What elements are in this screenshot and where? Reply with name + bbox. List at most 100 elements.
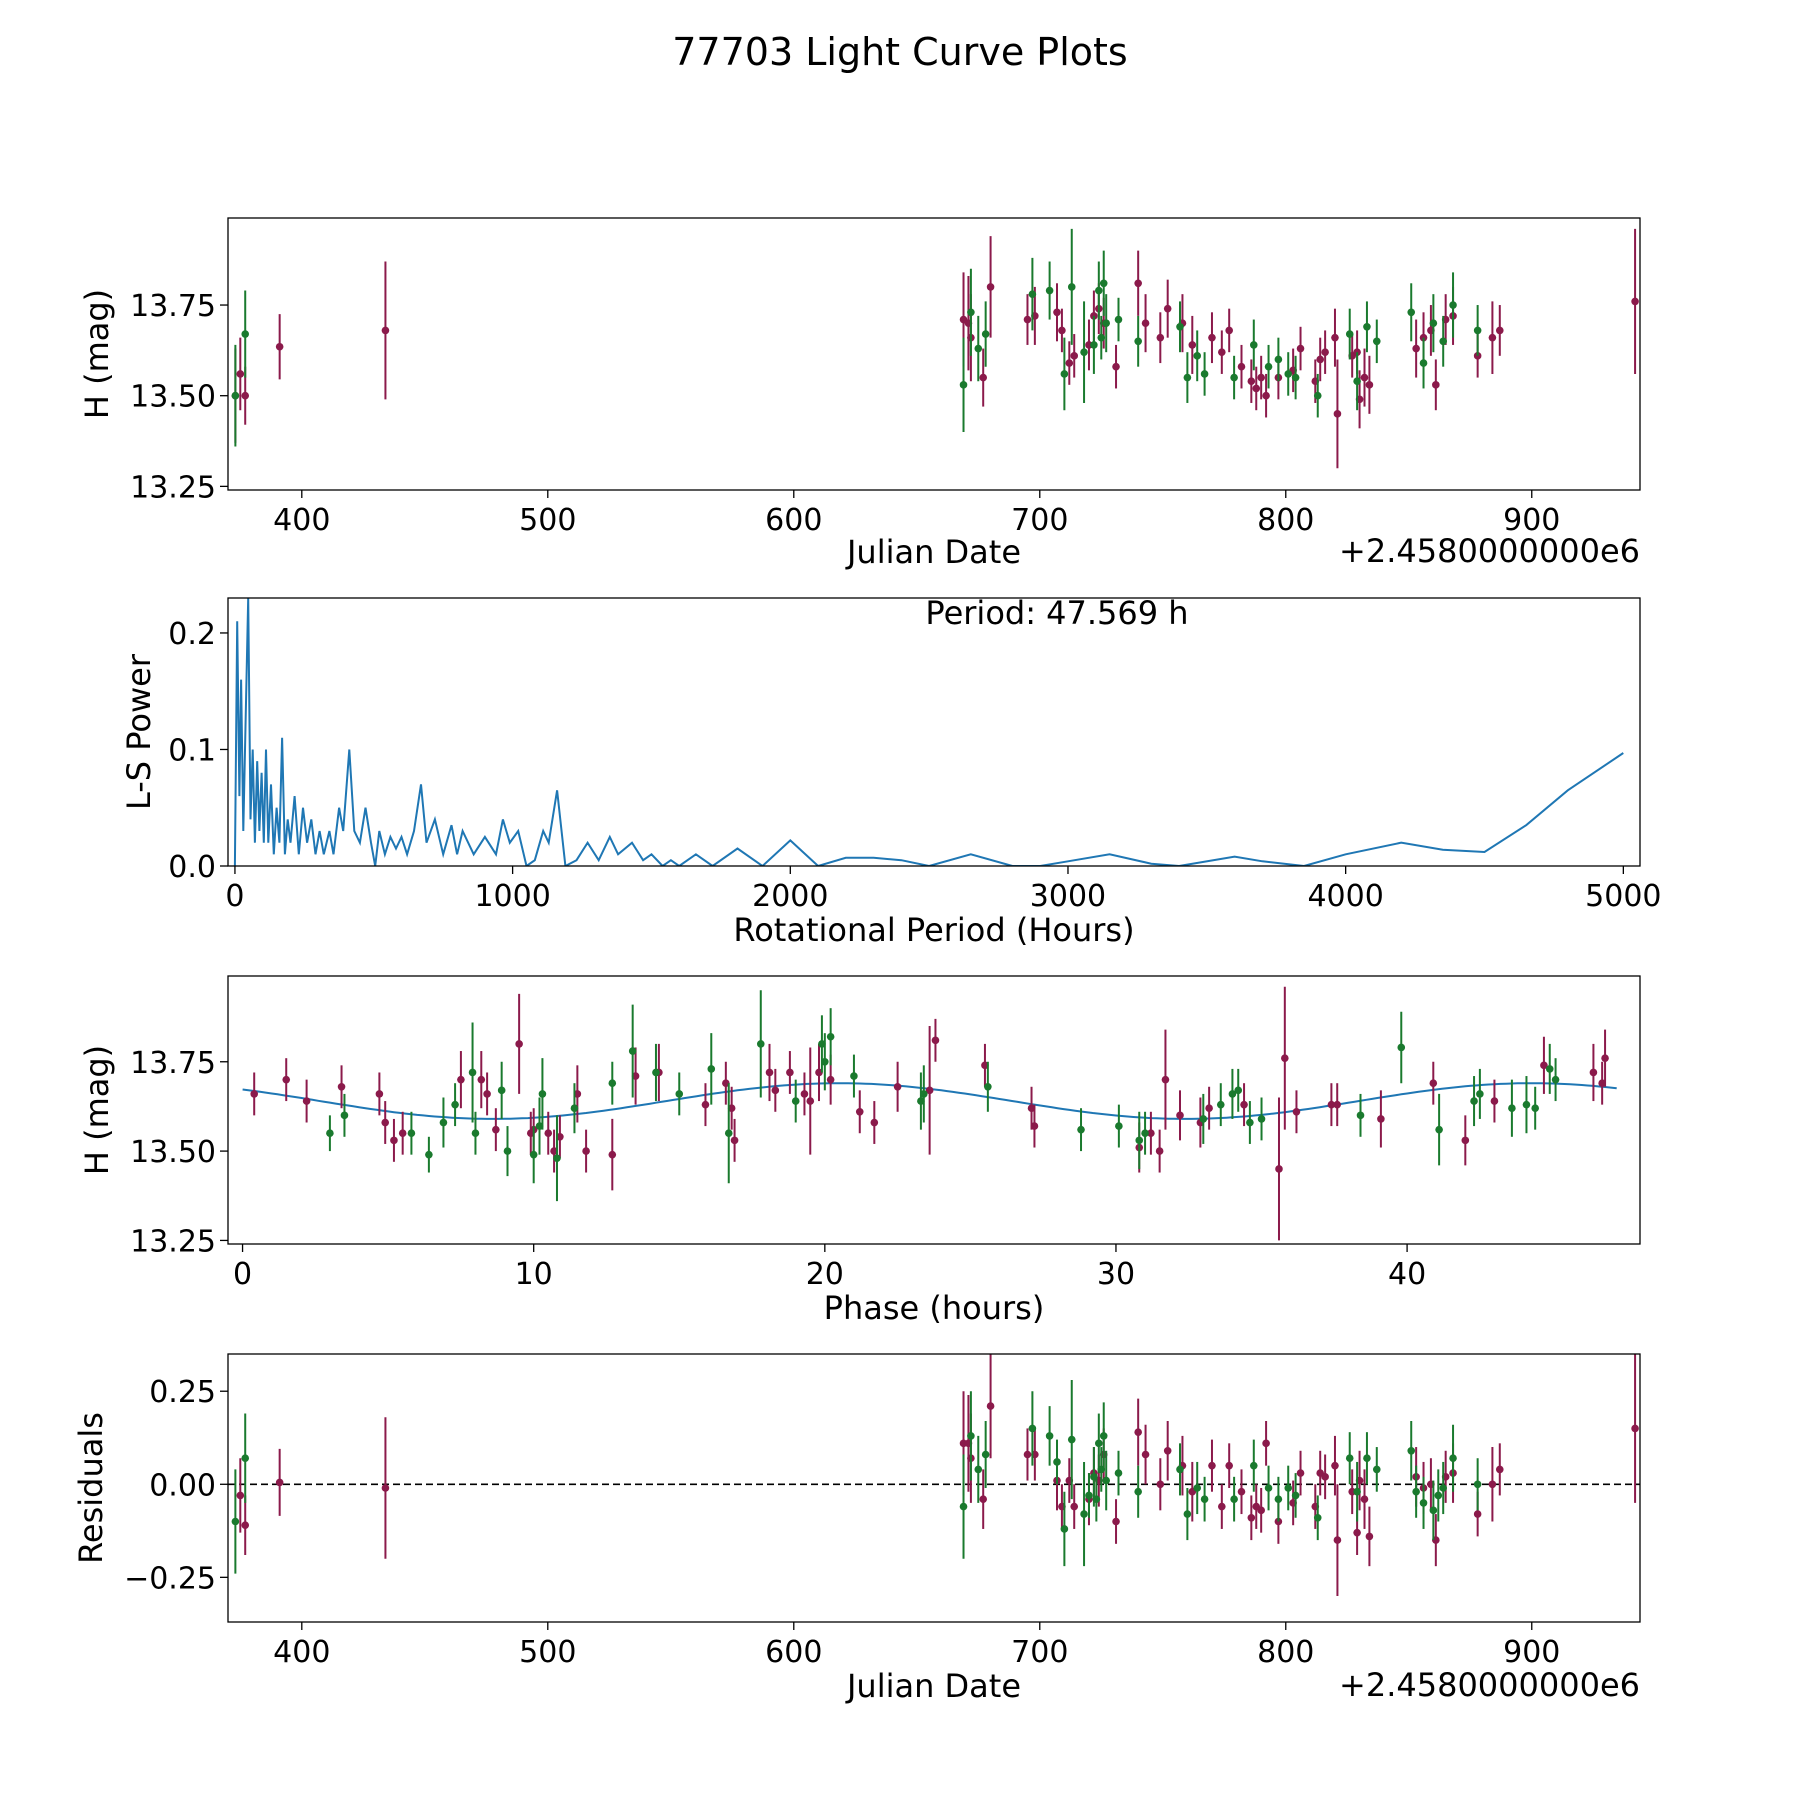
lightcurve-data-point xyxy=(1163,304,1172,313)
lightcurve-data-point xyxy=(1419,359,1428,367)
periodogram-x-tick-label: 4000 xyxy=(1307,879,1383,914)
residuals-data-point xyxy=(1353,1528,1361,1537)
lightcurve-data-point xyxy=(1134,279,1142,288)
residuals-data-point xyxy=(1363,1454,1371,1463)
periodogram-annotation: Period: 47.569 h xyxy=(925,594,1188,632)
residuals-data-point xyxy=(1080,1510,1088,1518)
phased-data-point xyxy=(981,1061,989,1070)
phased-axes-frame xyxy=(227,975,1641,1245)
residuals-data-point xyxy=(1092,1495,1101,1503)
lightcurve-data-point xyxy=(1230,373,1238,382)
lightcurve-data-point xyxy=(986,283,995,291)
residuals-data-point xyxy=(381,1484,390,1492)
residuals-data-point xyxy=(1449,1454,1457,1463)
phased-data-point xyxy=(1147,1129,1155,1138)
phased-data-point xyxy=(1135,1136,1144,1145)
phased-data-point xyxy=(1540,1061,1548,1070)
residuals-data-point xyxy=(1249,1461,1258,1470)
lightcurve-data-point xyxy=(1065,359,1074,367)
periodogram-x-tick-label: 5000 xyxy=(1585,879,1661,914)
phased-data-point xyxy=(340,1111,349,1120)
lightcurve-panel: 400 500 600 700 800 900 13.25 13.50 13.75 Julia… xyxy=(78,217,1641,571)
residuals-panel: 400 500 600 700 800 900 −0.25 0.00 0.25 Julian … xyxy=(72,1353,1641,1705)
phased-data-point xyxy=(326,1129,334,1138)
lightcurve-data-point xyxy=(1237,362,1246,371)
lightcurve-data-point xyxy=(974,344,983,353)
residuals-data-point xyxy=(241,1454,250,1463)
lightcurve-data-point xyxy=(1473,326,1482,335)
residuals-data-point xyxy=(231,1517,240,1526)
phased-data-point xyxy=(503,1147,512,1155)
residuals-data-point xyxy=(959,1502,968,1511)
lightcurve-data-point xyxy=(381,326,390,335)
periodogram-x-label: Rotational Period (Hours) xyxy=(733,911,1134,949)
lightcurve-data-point xyxy=(1141,319,1150,327)
phased-data-point xyxy=(1155,1147,1164,1155)
phased-data-point xyxy=(1508,1104,1516,1113)
residuals-data-point xyxy=(1218,1502,1226,1511)
lightcurve-data-point xyxy=(1331,333,1339,342)
phased-data-point xyxy=(1522,1100,1531,1109)
phased-data-point xyxy=(550,1147,558,1155)
lightcurve-data-point xyxy=(1264,362,1273,371)
residuals-data-point xyxy=(1419,1499,1428,1507)
lightcurve-data-point xyxy=(1252,384,1261,393)
phased-data-point xyxy=(1429,1079,1438,1087)
phased-data-point xyxy=(1228,1090,1237,1098)
residuals-data-point xyxy=(1156,1480,1165,1489)
phased-plot-area xyxy=(242,986,1617,1241)
phased-data-point xyxy=(800,1090,809,1098)
lightcurve-data-point xyxy=(1407,308,1416,317)
phased-data-point xyxy=(425,1150,433,1159)
phased-data-point xyxy=(1275,1165,1283,1173)
lightcurve-y-label: H (mag) xyxy=(78,289,116,419)
residuals-data-point xyxy=(1495,1465,1504,1474)
lightcurve-data-point xyxy=(1053,308,1061,317)
lightcurve-data-point xyxy=(1247,377,1256,386)
phased-data-point xyxy=(1601,1054,1609,1062)
lightcurve-y-tick-label: 13.75 xyxy=(130,289,216,324)
periodogram-x-ticks: 0 1000 2000 3000 4000 5000 xyxy=(225,866,1662,914)
lightcurve-data-point xyxy=(1296,344,1305,353)
phased-data-point xyxy=(250,1090,259,1098)
phased-data-point xyxy=(1205,1104,1213,1113)
phased-data-point xyxy=(538,1090,547,1098)
periodogram-y-tick-label: 0.1 xyxy=(168,733,216,768)
lightcurve-data-point xyxy=(1360,373,1369,382)
periodogram-y-tick-label: 0.0 xyxy=(168,850,216,885)
lightcurve-data-point xyxy=(1134,337,1142,346)
residuals-x-tick-label: 700 xyxy=(1011,1635,1068,1670)
lightcurve-data-point xyxy=(1432,381,1440,389)
residuals-data-point xyxy=(1114,1469,1123,1477)
phased-data-point xyxy=(1461,1136,1470,1145)
phased-data-point xyxy=(821,1057,829,1066)
phased-data-point xyxy=(815,1068,823,1077)
residuals-x-tick-label: 500 xyxy=(519,1635,576,1670)
residuals-data-point xyxy=(974,1465,983,1474)
residuals-data-point xyxy=(236,1491,245,1500)
phased-data-point xyxy=(398,1129,407,1138)
lightcurve-data-point xyxy=(231,391,240,400)
phased-data-point xyxy=(1077,1125,1085,1134)
lightcurve-data-point xyxy=(1097,333,1106,342)
residuals-x-ticks: 400 500 600 700 800 900 xyxy=(273,1622,1560,1670)
lightcurve-data-point xyxy=(1099,279,1108,288)
phased-data-point xyxy=(282,1075,291,1084)
lightcurve-data-point xyxy=(1257,373,1265,382)
phased-data-point xyxy=(1141,1129,1149,1138)
periodogram-x-tick-label: 3000 xyxy=(1030,879,1106,914)
lightcurve-x-tick-label: 600 xyxy=(765,503,822,538)
lightcurve-data-point xyxy=(1291,373,1300,382)
residuals-x-label: Julian Date xyxy=(845,1667,1021,1705)
phased-data-point xyxy=(570,1104,579,1113)
lightcurve-data-point xyxy=(241,330,250,338)
residuals-data-point xyxy=(1193,1484,1202,1492)
residuals-data-point xyxy=(1345,1454,1354,1463)
phased-data-point xyxy=(806,1097,815,1105)
lightcurve-y-tick-label: 13.50 xyxy=(130,380,216,415)
phased-data-point xyxy=(756,1040,765,1048)
lightcurve-x-tick-label: 900 xyxy=(1503,503,1560,538)
phased-data-point xyxy=(1589,1068,1598,1077)
lightcurve-data-point xyxy=(1225,326,1233,335)
